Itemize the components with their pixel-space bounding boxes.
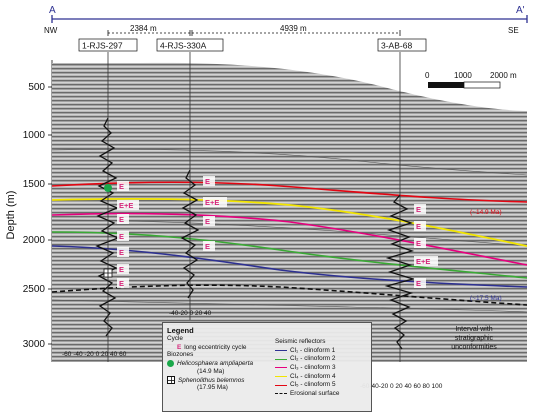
ecycle-symbol: E xyxy=(177,343,182,351)
well-label-2: 4-RJS-330A xyxy=(156,38,224,52)
ecycle-labels-well1: E E+E E E E E E xyxy=(117,181,139,288)
ecycle-label: E+E xyxy=(205,198,219,207)
depth-tick: 1000 xyxy=(23,130,46,141)
distance-brackets xyxy=(107,30,401,36)
legend-biozones-heading: Biozones xyxy=(167,351,194,359)
reflector-label: Cl₄ - clinoform 4 xyxy=(290,372,336,380)
erosional-surface xyxy=(52,284,527,306)
depth-tick: 2500 xyxy=(23,284,46,295)
dashed-line-icon xyxy=(275,393,287,395)
biozone-2-name: Sphenolithus belemnos xyxy=(178,376,245,384)
depth-axis-label: Depth (m) xyxy=(5,191,17,240)
ecycle-label: E xyxy=(416,279,421,288)
section-end-label: A' xyxy=(516,5,525,16)
legend-cycle-heading: Cycle xyxy=(167,335,183,342)
legend-title: Legend xyxy=(167,326,194,335)
cross-square-icon xyxy=(167,376,175,385)
legend-reflector-1: Cl₁ - clinoform 1 xyxy=(275,347,371,355)
biozone-2-age: (17.95 Ma) xyxy=(197,384,228,392)
legend-box: Legend Cycle E long eccentricity cycle B… xyxy=(162,322,372,412)
age-label-red: (~14.9 Ma) xyxy=(470,209,502,216)
depth-tick: 500 xyxy=(28,82,45,93)
section-line: A A' NW SE xyxy=(44,5,528,35)
depth-axis: 500 1000 1500 2000 2500 3000 Depth (m) xyxy=(5,60,53,362)
depth-tick: 3000 xyxy=(23,339,46,350)
legend-reflector-4: Cl₄ - clinoform 4 xyxy=(275,373,371,381)
ecycle-labels-well2: E E+E E E xyxy=(203,176,227,251)
depth-tick: 1500 xyxy=(23,179,46,190)
reflector-yellow xyxy=(52,197,527,247)
ecycle-label: E xyxy=(416,205,421,214)
well-label-1: 1-RJS-297 xyxy=(78,38,138,52)
legend-reflector-5: Cl₅ - clinoform 5 xyxy=(275,381,371,389)
legend-col-reflectors: Seismic reflectors Cl₁ - clinoform 1 Cl₂… xyxy=(275,338,371,398)
line-swatch-icon xyxy=(275,358,287,360)
ecycle-label: E xyxy=(205,242,210,251)
ecycle-text: long eccentricity cycle xyxy=(184,343,247,351)
well-name: 3-AB-68 xyxy=(381,41,412,51)
ecycle-label: E xyxy=(119,265,124,274)
line-swatch-icon xyxy=(275,376,287,378)
distance-label-1: 2384 m xyxy=(130,24,157,33)
distance-label-2: 4939 m xyxy=(280,24,307,33)
well-name: 1-RJS-297 xyxy=(82,41,123,51)
scale-tick: 1000 xyxy=(454,71,472,80)
well-log-3 xyxy=(384,194,416,350)
ecycle-label: E xyxy=(205,217,210,226)
ecycle-label: E xyxy=(119,248,124,257)
log-axis-well1: -60 -40 -20 0 20 40 60 xyxy=(62,351,127,358)
seismic-section xyxy=(52,62,527,363)
line-swatch-icon xyxy=(275,350,287,352)
log-axis-well3: -60-40-20 0 20 40 60 80 100 xyxy=(360,383,443,390)
biozone-helicosphaera-marker xyxy=(104,184,112,192)
unconformity-annotation: Interval with stratigraphic unconformiti… xyxy=(451,326,497,351)
ecycle-label: E xyxy=(119,182,124,191)
ecycle-label: E xyxy=(416,239,421,248)
ecycle-label: E xyxy=(119,215,124,224)
legend-erosional: Erosional surface xyxy=(275,390,371,398)
legend-reflector-2: Cl₂ - clinoform 2 xyxy=(275,355,371,363)
depth-tick: 2000 xyxy=(23,235,46,246)
line-swatch-icon xyxy=(275,384,287,386)
reflector-label: Cl₃ - clinoform 3 xyxy=(290,364,336,372)
line-swatch-icon xyxy=(275,367,287,369)
direction-se: SE xyxy=(508,26,519,35)
biozone-1-name: Helicosphaera ampliaperta xyxy=(177,360,254,368)
scale-tick: 2000 m xyxy=(490,71,517,80)
reflector-magenta xyxy=(52,212,527,266)
ecycle-labels-well3: E E E E+E E xyxy=(414,204,438,288)
direction-nw: NW xyxy=(44,26,58,35)
annotation-line-3: unconformities xyxy=(451,344,497,351)
ecycle-label: E xyxy=(205,177,210,186)
ecycle-label: E xyxy=(119,279,124,288)
legend-biozone-2: Sphenolithus belemnos xyxy=(167,376,277,385)
scale-tick: 0 xyxy=(425,71,430,80)
biozone-1-age: (14.9 Ma) xyxy=(197,367,225,375)
legend-cycle-item: E long eccentricity cycle xyxy=(167,344,277,352)
legend-biozone-1: Helicosphaera ampliaperta xyxy=(167,360,277,368)
legend-reflectors-heading: Seismic reflectors xyxy=(275,338,326,345)
ecycle-label: E xyxy=(119,232,124,241)
well-trajectories xyxy=(107,52,401,362)
biozone-sphenolithus-marker xyxy=(103,268,113,278)
scale-bar: 0 1000 2000 m xyxy=(425,71,517,89)
reflector-label: Cl₁ - clinoform 1 xyxy=(290,346,336,354)
erosional-label: Erosional surface xyxy=(290,390,340,398)
ecycle-label: E xyxy=(416,222,421,231)
ecycle-label: E+E xyxy=(119,201,133,210)
annotation-line-1: Interval with xyxy=(455,326,492,333)
section-start-label: A xyxy=(49,5,56,16)
annotation-line-2: stratigraphic xyxy=(455,335,494,342)
age-label-blue: (~17.5 Ma) xyxy=(470,295,502,302)
green-dot-icon xyxy=(167,360,174,368)
well-name: 4-RJS-330A xyxy=(160,41,207,51)
reflector-label: Cl₂ - clinoform 2 xyxy=(290,355,336,363)
reflector-label: Cl₅ - clinoform 5 xyxy=(290,381,336,389)
ecycle-label: E+E xyxy=(416,257,430,266)
legend-reflector-3: Cl₃ - clinoform 3 xyxy=(275,364,371,372)
legend-col-cycles: Legend Cycle E long eccentricity cycle B… xyxy=(167,326,277,392)
log-axis-well2: -40-20 0 20 40 xyxy=(169,310,212,317)
well-label-3: 3-AB-68 xyxy=(377,38,427,52)
